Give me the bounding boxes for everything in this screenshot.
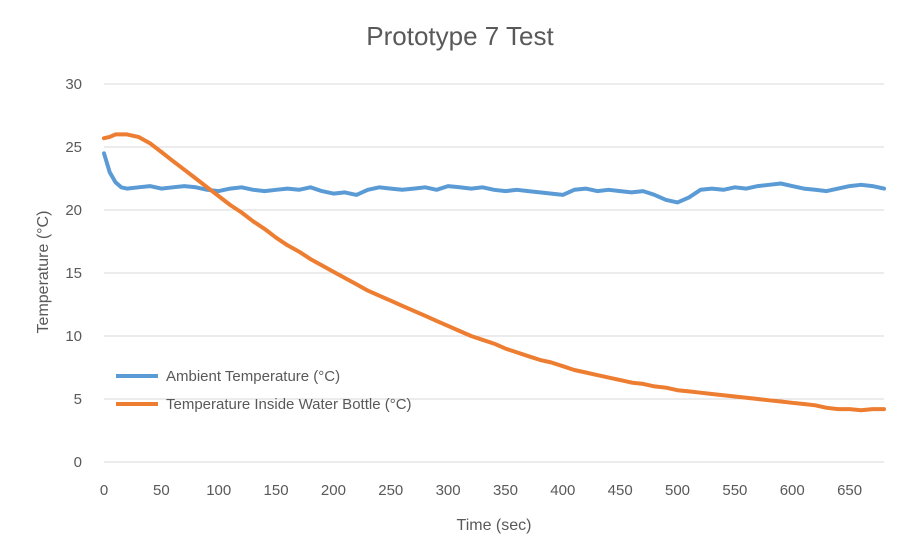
y-tick-label: 10: [65, 328, 82, 345]
x-axis-title: Time (sec): [457, 517, 532, 534]
x-axis-ticks: 0 50 100 150 200 250 300 350 400 450 500 550 600 650: [100, 482, 862, 499]
x-tick-label: 500: [665, 482, 690, 499]
y-tick-label: 0: [74, 454, 82, 471]
x-tick-label: 550: [722, 482, 747, 499]
x-tick-label: 300: [436, 482, 461, 499]
x-tick-label: 50: [153, 482, 170, 499]
y-tick-label: 30: [65, 76, 82, 93]
series-lines: [102, 132, 886, 413]
y-tick-label: 25: [65, 139, 82, 156]
y-tick-label: 20: [65, 202, 82, 219]
y-tick-label: 15: [65, 265, 82, 282]
x-tick-label: 100: [206, 482, 231, 499]
series-line-ambient: [102, 151, 886, 205]
x-tick-label: 450: [608, 482, 633, 499]
x-tick-label: 200: [321, 482, 346, 499]
x-tick-label: 650: [837, 482, 862, 499]
gridlines: [104, 83, 884, 463]
x-tick-label: 150: [264, 482, 289, 499]
x-tick-label: 350: [493, 482, 518, 499]
legend-label: Ambient Temperature (°C): [166, 368, 340, 385]
y-axis-ticks: 0 5 10 15 20 25 30: [65, 76, 82, 471]
x-tick-label: 400: [550, 482, 575, 499]
chart-title: Prototype 7 Test: [366, 21, 554, 51]
x-tick-label: 600: [780, 482, 805, 499]
legend: Ambient Temperature (°C) Temperature Insi…: [116, 368, 412, 413]
y-tick-label: 5: [74, 391, 82, 408]
x-tick-label: 250: [378, 482, 403, 499]
x-tick-label: 0: [100, 482, 108, 499]
legend-label: Temperature Inside Water Bottle (°C): [166, 396, 412, 413]
y-axis-title: Temperature (°C): [35, 211, 52, 334]
series-line-bottle: [102, 132, 886, 413]
